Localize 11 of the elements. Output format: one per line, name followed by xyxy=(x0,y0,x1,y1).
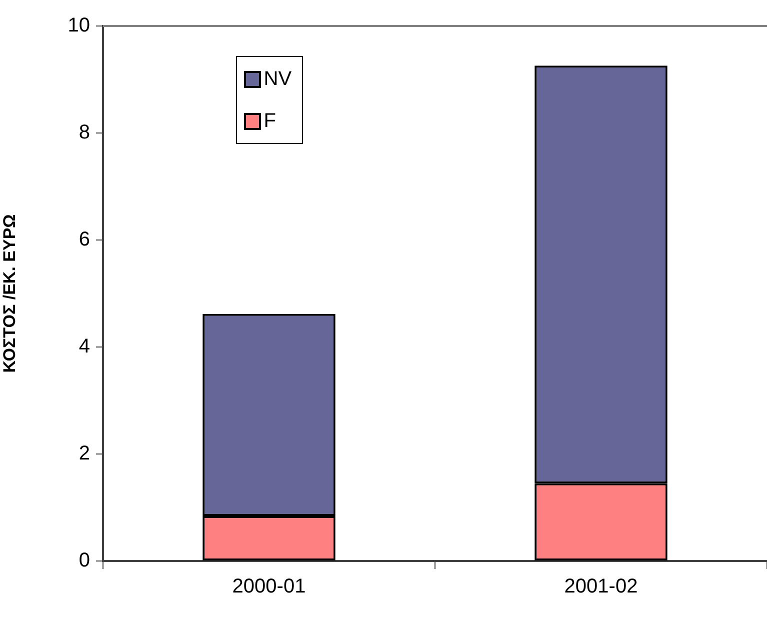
y-tick-label: 10 xyxy=(68,14,90,37)
y-tick-label: 6 xyxy=(78,228,90,251)
legend-label: NV xyxy=(264,68,292,90)
y-tick-label: 8 xyxy=(78,122,90,144)
y-tick-label: 0 xyxy=(78,550,90,572)
legend-label: F xyxy=(264,110,276,132)
y-axis-title: ΚΟΣΤΟΣ /ΕΚ. ΕΥΡΩ xyxy=(0,214,19,373)
x-tick-label: 2000-01 xyxy=(232,576,306,598)
y-tick-label: 2 xyxy=(78,442,90,465)
y-tick-label: 4 xyxy=(78,336,90,358)
x-tick-label: 2001-02 xyxy=(564,576,638,598)
